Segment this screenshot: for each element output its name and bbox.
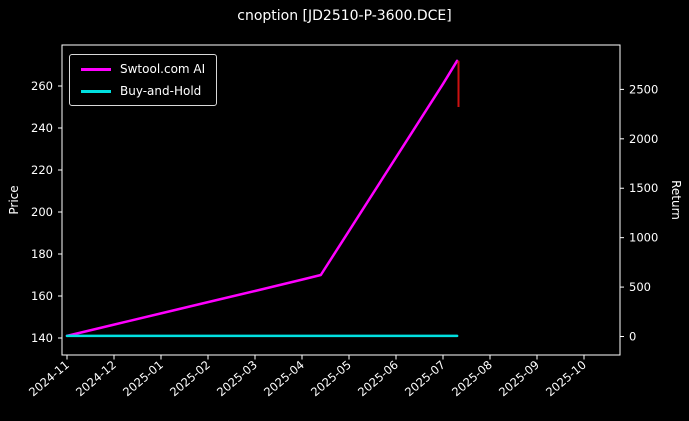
y-left-tick-label: 180	[31, 247, 53, 261]
y-right-tick-label: 2000	[629, 132, 658, 146]
legend-label-swtool: Swtool.com AI	[120, 62, 206, 76]
x-tick-label: 2025-07	[402, 358, 448, 400]
y-right-tick-label: 500	[629, 280, 651, 294]
x-tick-label: 2024-11	[26, 358, 72, 400]
series-line-swtool-com-ai	[65, 59, 459, 338]
legend-item-buyhold: Buy-and-Hold	[81, 84, 205, 98]
y-left-tick-label: 160	[31, 289, 53, 303]
x-tick-label: 2025-02	[167, 358, 213, 400]
y-left-tick-label: 240	[31, 121, 53, 135]
y-right-tick-label: 1500	[629, 181, 658, 195]
axis-ticks: 2024-11 2024-12 2025-01 2025-02 2025-03 2025-…	[26, 79, 658, 399]
x-tick-label: 2025-05	[308, 358, 354, 400]
y-left-tick-label: 260	[31, 79, 53, 93]
x-tick-label: 2025-08	[449, 358, 495, 400]
x-tick-label: 2025-01	[120, 358, 166, 400]
legend-line-swatch-buyhold	[81, 89, 111, 93]
legend-line-swatch-swtool	[81, 67, 111, 71]
x-tick-label: 2024-12	[73, 358, 119, 400]
x-tick-label: 2025-03	[214, 358, 260, 400]
legend-item-swtool: Swtool.com AI	[81, 62, 205, 76]
y-left-tick-label: 200	[31, 205, 53, 219]
y-left-tick-label: 140	[31, 331, 53, 345]
chart-title: cnoption [JD2510-P-3600.DCE]	[237, 8, 452, 24]
legend-label-buyhold: Buy-and-Hold	[120, 84, 202, 98]
y-right-tick-label: 0	[629, 330, 636, 344]
series-lines	[65, 59, 460, 338]
x-tick-label: 2025-04	[261, 358, 307, 400]
x-tick-label: 2025-10	[543, 358, 589, 400]
plot-area	[61, 44, 621, 356]
legend: Swtool.com AI Buy-and-Hold	[69, 54, 218, 106]
y-left-tick-label: 220	[31, 163, 53, 177]
x-tick-label: 2025-06	[355, 358, 401, 400]
x-tick-label: 2025-09	[496, 358, 542, 400]
y-right-tick-label: 2500	[629, 82, 658, 96]
y-right-tick-label: 1000	[629, 231, 658, 245]
